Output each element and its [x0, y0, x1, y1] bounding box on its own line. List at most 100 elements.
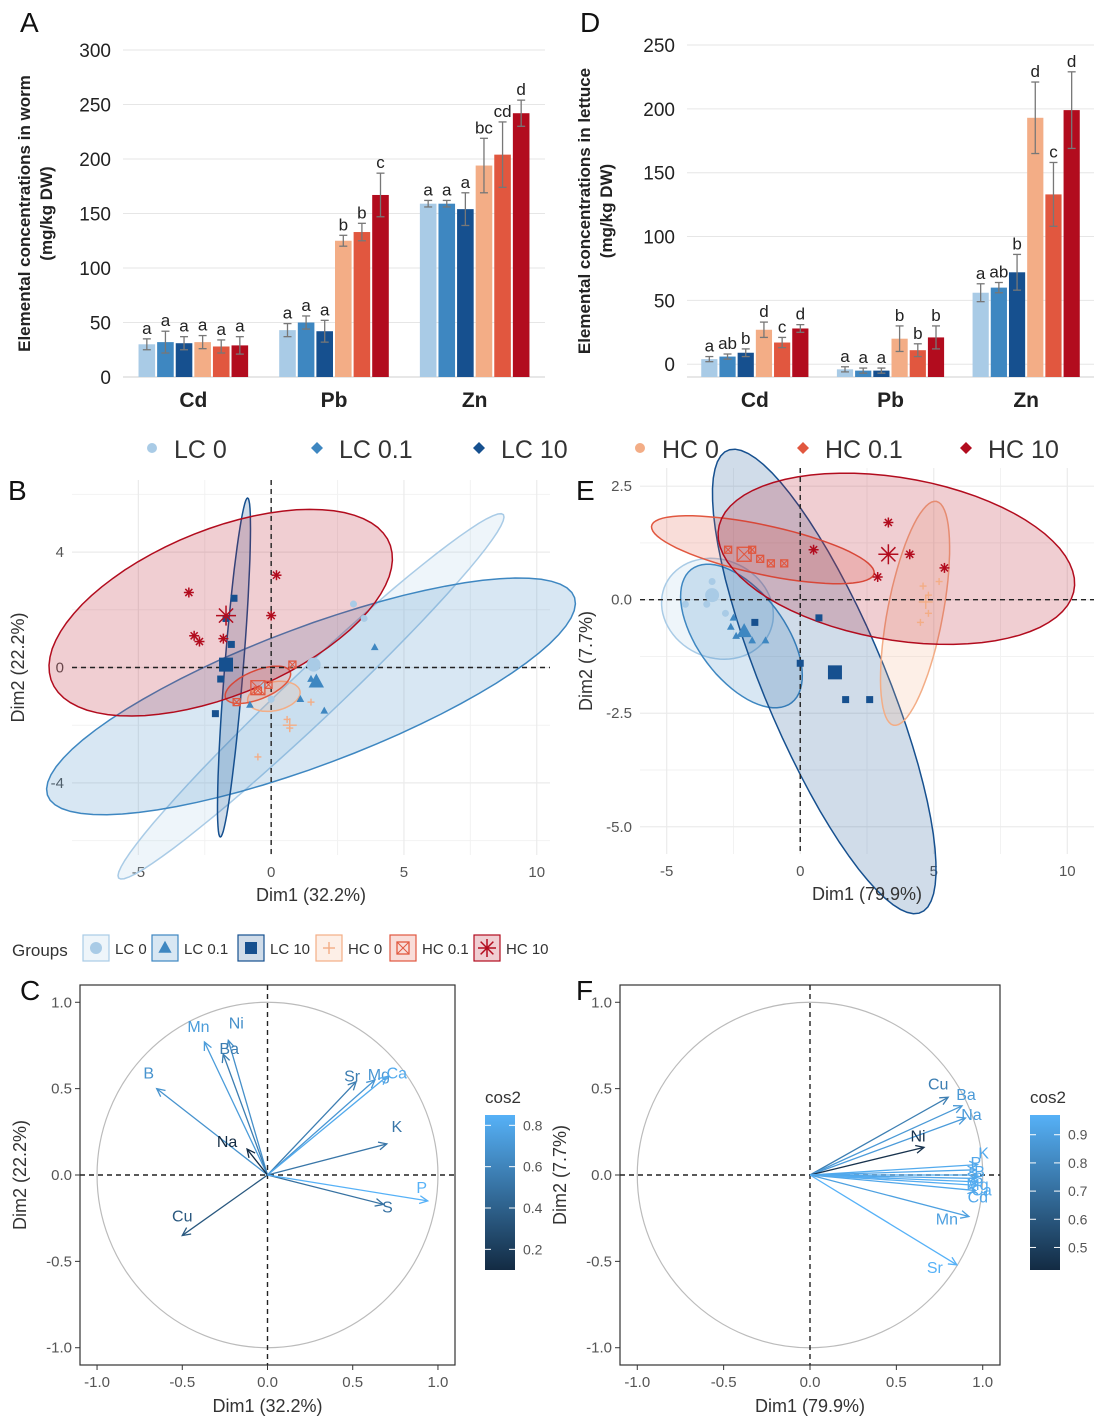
centroid-hc-0-1-d2: [736, 546, 752, 562]
significance-letter: a: [423, 180, 433, 199]
y-tick-label: 0.5: [591, 1081, 612, 1098]
bar-zn-hc-0: [1027, 117, 1044, 378]
point-lc-0-1-shape: [246, 700, 254, 708]
y-tick-label: 250: [79, 96, 111, 117]
point-lc-0-shape: [703, 600, 711, 608]
centroid-hc-0-1-d2: [250, 680, 266, 696]
significance-letter: a: [976, 264, 986, 283]
point-lc-0-shape: [349, 600, 357, 608]
x-axis-label: Dim1 (32.2%): [212, 1396, 322, 1416]
legend-key-hc-0-1: [797, 442, 809, 454]
groups-legend-label-lc-0: LC 0: [115, 941, 147, 958]
panel-letter-e: E: [576, 475, 595, 506]
bar-pb-hc-10: [372, 194, 389, 377]
arrowhead-sr: [347, 1080, 358, 1091]
significance-letter: d: [1067, 52, 1076, 71]
y-axis-label-unit: (mg/kg DW): [37, 166, 56, 260]
significance-letter: b: [357, 203, 366, 222]
y-tick-label: 0.0: [591, 1167, 612, 1184]
centroid-hc-10-ray: [218, 607, 234, 624]
legend-label-lc-0: LC 0: [174, 436, 227, 464]
x-tick-label: -0.5: [711, 1374, 737, 1391]
point-lc-0: [721, 609, 729, 617]
x-tick-label: 0.5: [342, 1374, 363, 1391]
point-lc-0-1: [761, 636, 770, 644]
centroid-lc-0-1-shape: [736, 623, 752, 638]
groups-legend-key-lc-0: [90, 942, 102, 954]
bar-zn-hc-0: [475, 165, 493, 377]
point-hc-0-1: [780, 559, 789, 568]
groups-legend-label-lc-10: LC 10: [270, 941, 310, 958]
point-hc-0-1-d2: [254, 686, 262, 695]
bar-zn-lc-0: [972, 292, 989, 377]
confidence-ellipse-lc-0-1: [45, 577, 577, 816]
point-lc-10: [217, 675, 225, 683]
colorbar-tick-label: 0.5: [1068, 1239, 1088, 1255]
colorbar-tick-label: 0.8: [523, 1117, 543, 1133]
variable-label-mn: Mn: [187, 1019, 209, 1036]
x-tick-label: Zn: [462, 389, 488, 412]
x-tick-label: Cd: [179, 389, 207, 412]
y-tick-label: 200: [79, 150, 111, 171]
arrowhead-p: [967, 1165, 978, 1175]
point-lc-10-shape: [211, 710, 219, 718]
arrowhead-b: [969, 1170, 980, 1180]
bar-zn-hc-10: [512, 113, 530, 377]
variable-label-na: Na: [217, 1134, 238, 1151]
colorbar-tick-label: 0.2: [523, 1241, 543, 1257]
y-tick-label: 300: [79, 41, 111, 62]
centroid-hc-0: [282, 718, 297, 733]
significance-letter: d: [516, 80, 525, 99]
significance-letter: c: [778, 317, 787, 336]
colorbar-tick-label: 0.9: [1068, 1127, 1088, 1143]
arrow-ni: [227, 1040, 269, 1176]
variable-label-na: Na: [961, 1107, 982, 1124]
y-tick-label: 150: [643, 164, 675, 185]
arrow-ca: [809, 1174, 978, 1187]
point-hc-10: [266, 610, 277, 621]
variable-label-s: S: [382, 1199, 393, 1216]
arrowhead-cd: [967, 1185, 978, 1195]
variable-label-cd: Cd: [968, 1190, 988, 1207]
arrowhead-sr: [947, 1256, 959, 1266]
groups-legend-key-hc-10-ray: [480, 941, 494, 955]
panel-letter-b: B: [8, 475, 27, 506]
variable-label-mn: Mn: [936, 1211, 958, 1228]
treatment-legend: LC 0 LC 0.1 LC 10 HC 0 HC 0.1 HC 10: [147, 436, 1059, 464]
point-hc-10: [872, 571, 883, 582]
groups-legend-key-hc-10: [478, 939, 496, 957]
point-hc-10-ray: [873, 572, 882, 582]
point-hc-0-1-box: [780, 559, 789, 568]
bar-cd-lc-0-1: [719, 356, 736, 377]
bar-cd-hc-0-1: [212, 346, 230, 377]
legend-key-lc-10-shape: [473, 442, 485, 454]
legend-key-lc-0: [147, 443, 157, 453]
x-tick-label: -0.5: [169, 1374, 195, 1391]
groups-legend-key-lc-0-shape: [90, 942, 102, 954]
bar-cd-hc-10: [231, 345, 249, 377]
point-lc-10-shape: [230, 594, 238, 602]
x-tick-label: 0.5: [886, 1374, 907, 1391]
y-tick-label: 1.0: [51, 994, 72, 1011]
variable-label-ni: Ni: [229, 1015, 244, 1032]
significance-letter: d: [1031, 62, 1040, 81]
variable-label-mg: Mg: [368, 1067, 390, 1084]
point-hc-0-1-d2: [767, 559, 775, 568]
arrow-p: [267, 1174, 428, 1202]
x-tick-label: -5: [660, 863, 673, 880]
centroid-lc-0: [705, 588, 720, 603]
point-lc-0-1: [370, 643, 379, 651]
y-tick-label: 50: [654, 291, 675, 312]
y-tick-label: 0: [664, 355, 675, 376]
variable-label-ca: Ca: [387, 1066, 408, 1083]
legend-label-hc-0-1: HC 0.1: [825, 436, 903, 464]
y-tick-label: 0.5: [51, 1081, 72, 1098]
significance-letter: c: [376, 153, 385, 172]
significance-letter: ab: [989, 263, 1008, 282]
bar-cd-lc-0: [701, 359, 718, 377]
significance-letter: bc: [475, 118, 493, 137]
significance-letter: a: [235, 317, 245, 336]
y-tick-label: 0: [56, 660, 64, 677]
centroid-lc-10-shape: [827, 665, 842, 680]
